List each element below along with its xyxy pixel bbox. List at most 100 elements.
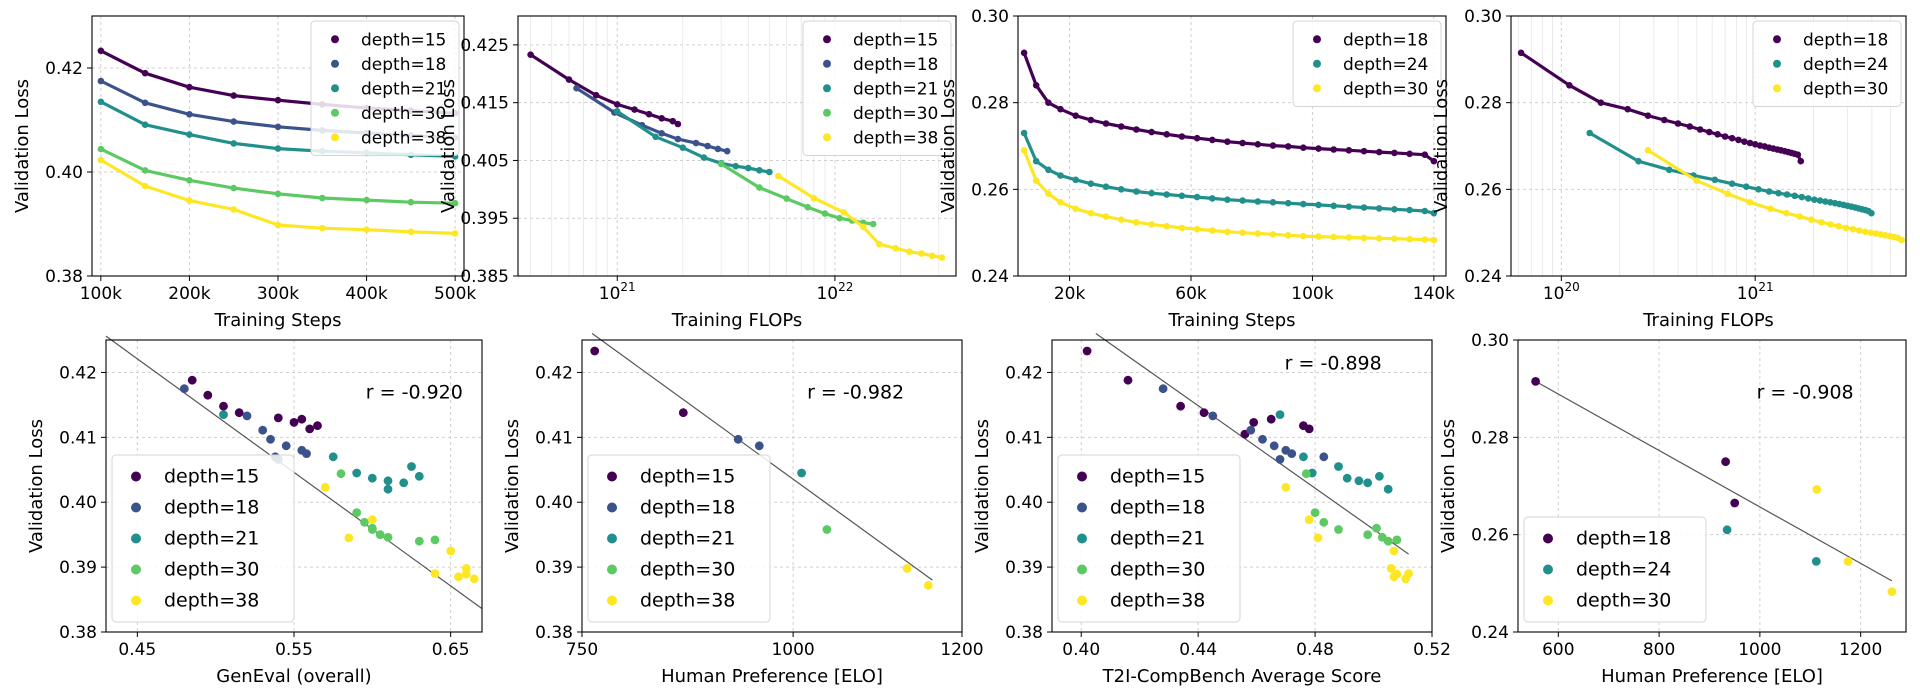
series-line bbox=[529, 53, 679, 126]
data-point bbox=[1330, 233, 1337, 241]
data-point bbox=[1730, 498, 1740, 508]
data-point bbox=[1133, 126, 1140, 133]
data-point bbox=[1706, 128, 1713, 136]
data-point bbox=[1391, 149, 1398, 157]
data-point bbox=[754, 441, 764, 451]
data-point bbox=[1644, 147, 1652, 154]
x-tick-label: 140k bbox=[1413, 284, 1455, 304]
data-point bbox=[745, 164, 752, 172]
y-axis-title: Validation Loss bbox=[26, 419, 47, 553]
data-point bbox=[1020, 129, 1028, 137]
data-point bbox=[230, 118, 237, 125]
series-depth=30 bbox=[717, 160, 877, 228]
legend-marker bbox=[607, 564, 617, 575]
legend: depth=15 depth=18 depth=21 depth=30 depth=38 bbox=[1057, 454, 1241, 623]
data-point bbox=[1045, 190, 1052, 197]
y-tick-label: 0.42 bbox=[535, 363, 573, 383]
data-point bbox=[928, 252, 936, 260]
data-point bbox=[297, 414, 307, 424]
data-point bbox=[97, 156, 105, 164]
data-point bbox=[783, 195, 790, 202]
data-point bbox=[613, 108, 621, 115]
legend: depth=18 depth=24 depth=30 bbox=[1752, 20, 1902, 107]
x-tick-label: 750 bbox=[566, 640, 598, 660]
data-point bbox=[1755, 186, 1762, 193]
data-point bbox=[1741, 138, 1748, 145]
data-point bbox=[658, 130, 665, 137]
legend: depth=18 depth=24 depth=30 bbox=[1523, 516, 1707, 623]
x-tick-label: 1022 bbox=[816, 280, 853, 304]
series-depth=18 bbox=[733, 434, 764, 451]
correlation-label: r = -0.920 bbox=[366, 382, 463, 404]
x-tick-label: 0.44 bbox=[1179, 640, 1217, 660]
data-point bbox=[756, 167, 763, 174]
data-point bbox=[203, 390, 213, 400]
series-depth=30 bbox=[822, 525, 832, 534]
data-point bbox=[469, 574, 479, 584]
x-tick-label: 0.48 bbox=[1296, 640, 1334, 660]
data-point bbox=[1269, 231, 1277, 238]
legend-marker bbox=[131, 471, 141, 482]
data-point bbox=[1315, 233, 1322, 240]
chart-panel-c6: 750 1000 1200 0.38 0.39 0.40 0.41 0.42 Human Pre… bbox=[502, 333, 984, 687]
data-point bbox=[810, 194, 818, 202]
data-point bbox=[141, 182, 149, 190]
legend-marker bbox=[131, 502, 141, 513]
y-tick-label: 0.30 bbox=[1464, 7, 1502, 27]
data-point bbox=[97, 145, 105, 153]
series-depth=15 bbox=[1082, 346, 1314, 439]
data-point bbox=[1375, 148, 1383, 156]
legend-box bbox=[310, 20, 460, 156]
legend-marker bbox=[1773, 35, 1781, 44]
data-point bbox=[383, 484, 393, 494]
data-point bbox=[717, 160, 725, 168]
legend-marker bbox=[1313, 84, 1321, 93]
data-point bbox=[141, 69, 149, 77]
data-point bbox=[1209, 136, 1216, 144]
data-point bbox=[1304, 515, 1314, 525]
data-point bbox=[407, 228, 415, 236]
data-point bbox=[1386, 564, 1396, 573]
data-point bbox=[1178, 224, 1186, 232]
data-point bbox=[1057, 199, 1064, 206]
data-point bbox=[186, 111, 193, 118]
legend-label: depth=18 bbox=[361, 55, 446, 75]
data-point bbox=[230, 184, 237, 192]
series-depth=18 bbox=[1517, 49, 1805, 165]
data-point bbox=[1313, 533, 1323, 543]
legend-marker bbox=[331, 133, 339, 142]
data-point bbox=[1404, 569, 1413, 578]
data-point bbox=[1827, 221, 1834, 228]
data-point bbox=[141, 99, 149, 107]
data-point bbox=[1275, 455, 1285, 464]
x-tick-label: 100k bbox=[80, 284, 122, 304]
data-point bbox=[1133, 219, 1140, 226]
x-tick-label: 60k bbox=[1175, 284, 1207, 304]
data-point bbox=[652, 133, 659, 141]
data-point bbox=[573, 84, 580, 92]
data-point bbox=[186, 131, 193, 138]
data-point bbox=[840, 209, 848, 216]
data-point bbox=[1661, 116, 1668, 124]
data-point bbox=[1330, 202, 1337, 210]
data-point bbox=[1269, 441, 1279, 451]
data-point bbox=[1345, 147, 1353, 154]
legend-label: depth=30 bbox=[164, 559, 259, 581]
data-point bbox=[1057, 105, 1064, 113]
data-point bbox=[1375, 235, 1383, 242]
data-point bbox=[1791, 192, 1798, 200]
x-tick-label: 0.65 bbox=[432, 640, 470, 660]
legend-label: depth=21 bbox=[361, 79, 446, 99]
legend: depth=15 depth=18 depth=21 depth=30 depth=38 bbox=[111, 454, 295, 623]
legend-box bbox=[111, 454, 295, 623]
data-point bbox=[1375, 205, 1383, 212]
y-tick-label: 0.40 bbox=[1005, 493, 1043, 513]
data-point bbox=[590, 346, 600, 356]
data-point bbox=[451, 230, 459, 237]
legend-box bbox=[1523, 516, 1707, 623]
legend-marker bbox=[1077, 564, 1087, 575]
data-point bbox=[319, 224, 326, 232]
data-point bbox=[97, 47, 105, 55]
data-point bbox=[274, 123, 282, 131]
